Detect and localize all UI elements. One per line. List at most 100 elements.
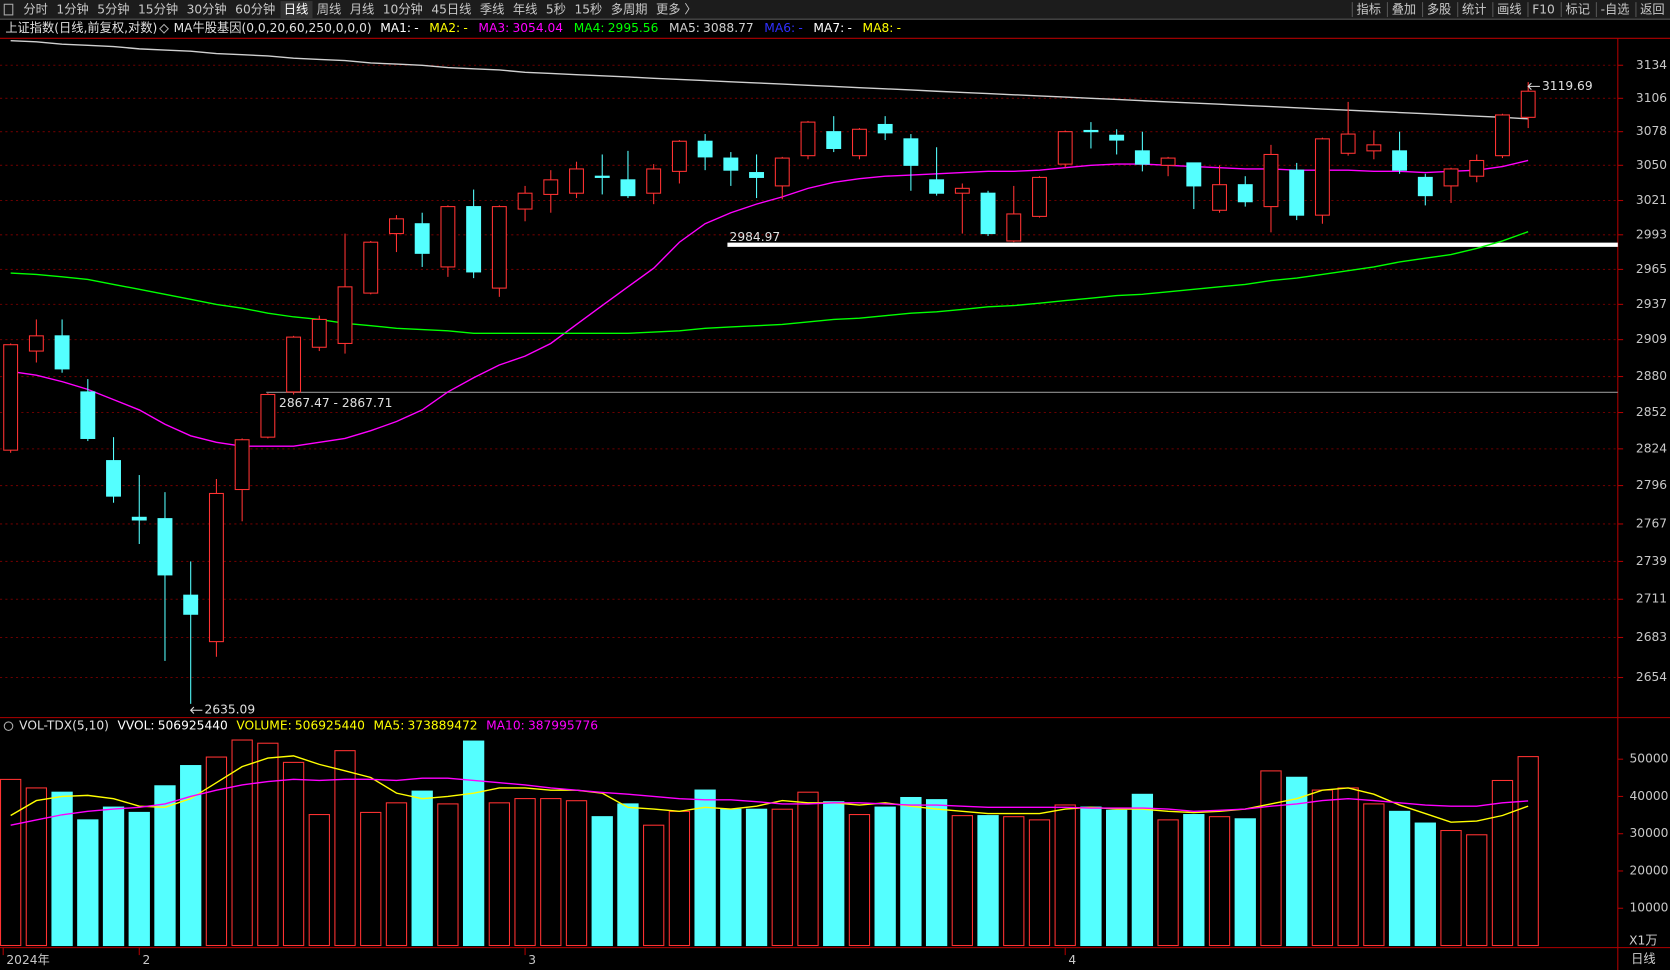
candle-body xyxy=(697,140,713,158)
y-tick-label: 2654 xyxy=(1636,670,1667,684)
candle-body xyxy=(80,391,96,439)
volume-bar xyxy=(745,808,768,947)
volume-bar xyxy=(1234,818,1256,947)
ma-value: - xyxy=(798,21,802,35)
volume-bar xyxy=(51,791,73,947)
volume-bar xyxy=(154,785,176,947)
volume-bar xyxy=(1003,816,1025,947)
candle-body xyxy=(1160,157,1176,166)
volume-bar xyxy=(1363,803,1385,947)
volume-bar xyxy=(1311,789,1334,947)
candle-body xyxy=(183,594,199,615)
toolbar-tab[interactable]: 15分钟 xyxy=(138,2,178,17)
volume-value: 387995776 xyxy=(528,719,598,733)
x-tick-label: 2 xyxy=(142,953,150,967)
volume-indicator: VOL-TDX(5,10) xyxy=(19,719,109,733)
y-tick-label: 40000 xyxy=(1630,789,1669,803)
x-tick-label: 3 xyxy=(528,953,536,967)
ma-line xyxy=(10,39,1529,120)
volume-ma-line xyxy=(10,777,1529,826)
candle-body xyxy=(1417,176,1433,197)
toolbar-button[interactable]: 多股 xyxy=(1427,3,1451,17)
toolbar-bg xyxy=(0,0,1670,20)
ma-label: MA8: xyxy=(863,21,894,35)
candle-body xyxy=(1469,159,1485,177)
toolbar-button[interactable]: 返回 xyxy=(1640,3,1664,17)
candle-body xyxy=(826,131,842,149)
candle-body xyxy=(1057,131,1073,165)
high-label: 3119.69 xyxy=(1542,79,1593,93)
toolbar-tab[interactable]: 45日线 xyxy=(431,3,471,17)
volume-bar xyxy=(334,750,356,947)
volume-bar xyxy=(848,814,871,947)
volume-bar xyxy=(1414,822,1436,947)
volume-bar xyxy=(951,815,973,947)
candle-body xyxy=(671,140,687,172)
candle-body xyxy=(1186,162,1202,187)
toolbar-button[interactable]: -自选 xyxy=(1601,3,1630,17)
level-label: 2867.47 - 2867.71 xyxy=(279,396,392,410)
ma-label: MA2: xyxy=(429,21,460,35)
volume-bar xyxy=(771,808,793,947)
volume-bar xyxy=(77,819,99,947)
candle-body xyxy=(414,223,430,254)
y-tick-label: 3021 xyxy=(1636,193,1667,207)
y-tick-label: 2937 xyxy=(1636,297,1667,311)
toolbar-tab[interactable]: 5秒 xyxy=(546,3,566,17)
y-tick-label: 2711 xyxy=(1636,592,1667,606)
candle-body xyxy=(1032,176,1047,217)
candle-body xyxy=(337,286,353,344)
candle-body xyxy=(1237,184,1253,203)
indicator-icon xyxy=(159,23,170,34)
candle-body xyxy=(1366,144,1382,152)
volume-bar xyxy=(25,787,48,947)
toolbar-tab[interactable]: 5分钟 xyxy=(97,2,129,17)
volume-bar xyxy=(1106,809,1128,947)
volume-value: 506925440 xyxy=(158,719,228,733)
candle-body xyxy=(3,344,19,451)
toolbar-tab[interactable]: 分时 xyxy=(23,3,47,17)
toolbar-tab[interactable]: 30分钟 xyxy=(187,2,227,17)
level-label: 2984.97 xyxy=(730,230,781,244)
candle-body xyxy=(594,175,610,178)
candle-body xyxy=(234,439,250,491)
volume-bar xyxy=(1491,779,1514,947)
y-tick-label: 3050 xyxy=(1636,158,1667,172)
volume-bar xyxy=(540,798,562,947)
volume-bar xyxy=(0,778,22,947)
volume-bar xyxy=(1260,770,1282,947)
toolbar-button[interactable]: 指标 xyxy=(1357,2,1381,17)
candle-body xyxy=(929,179,945,194)
candle-body xyxy=(260,393,276,438)
toolbar-button[interactable]: 统计 xyxy=(1462,3,1486,17)
candle-body xyxy=(980,192,996,235)
toolbar-button[interactable]: 画线 xyxy=(1497,3,1521,17)
volume-bar xyxy=(694,789,716,947)
toolbar-tab[interactable]: 60分钟 xyxy=(235,2,275,17)
volume-bar xyxy=(102,806,125,947)
active-tab-bg xyxy=(280,1,313,19)
toolbar-tab[interactable]: 年线 xyxy=(513,3,537,17)
toolbar-button[interactable]: F10 xyxy=(1532,3,1555,17)
toolbar-tab[interactable]: 日线 xyxy=(284,3,308,17)
low-label: 2635.09 xyxy=(205,703,256,717)
candle-body xyxy=(208,492,224,643)
volume-bar xyxy=(411,790,433,947)
toolbar-button[interactable]: 标记 xyxy=(1566,3,1590,17)
toolbar-button[interactable]: 叠加 xyxy=(1392,3,1416,17)
volume-bar xyxy=(385,802,408,947)
volume-value: 506925440 xyxy=(295,719,365,733)
toolbar-tab[interactable]: 10分钟 xyxy=(383,2,423,17)
ma-label: MA1: xyxy=(380,21,411,35)
candle-body xyxy=(517,192,533,210)
toolbar-tab[interactable]: 1分钟 xyxy=(56,2,88,17)
candle-body xyxy=(28,335,44,352)
toolbar-tab[interactable]: 月线 xyxy=(350,3,374,17)
volume-bar xyxy=(823,801,845,947)
toolbar-tab[interactable]: 更多 〉 xyxy=(656,3,697,17)
toolbar-tab[interactable]: 多周期 xyxy=(611,3,648,17)
period-label: 日线 xyxy=(1631,952,1655,966)
toolbar-tab[interactable]: 15秒 xyxy=(574,3,602,17)
toolbar-tab[interactable]: 周线 xyxy=(317,3,341,17)
toolbar-tab[interactable]: 季线 xyxy=(480,3,504,17)
